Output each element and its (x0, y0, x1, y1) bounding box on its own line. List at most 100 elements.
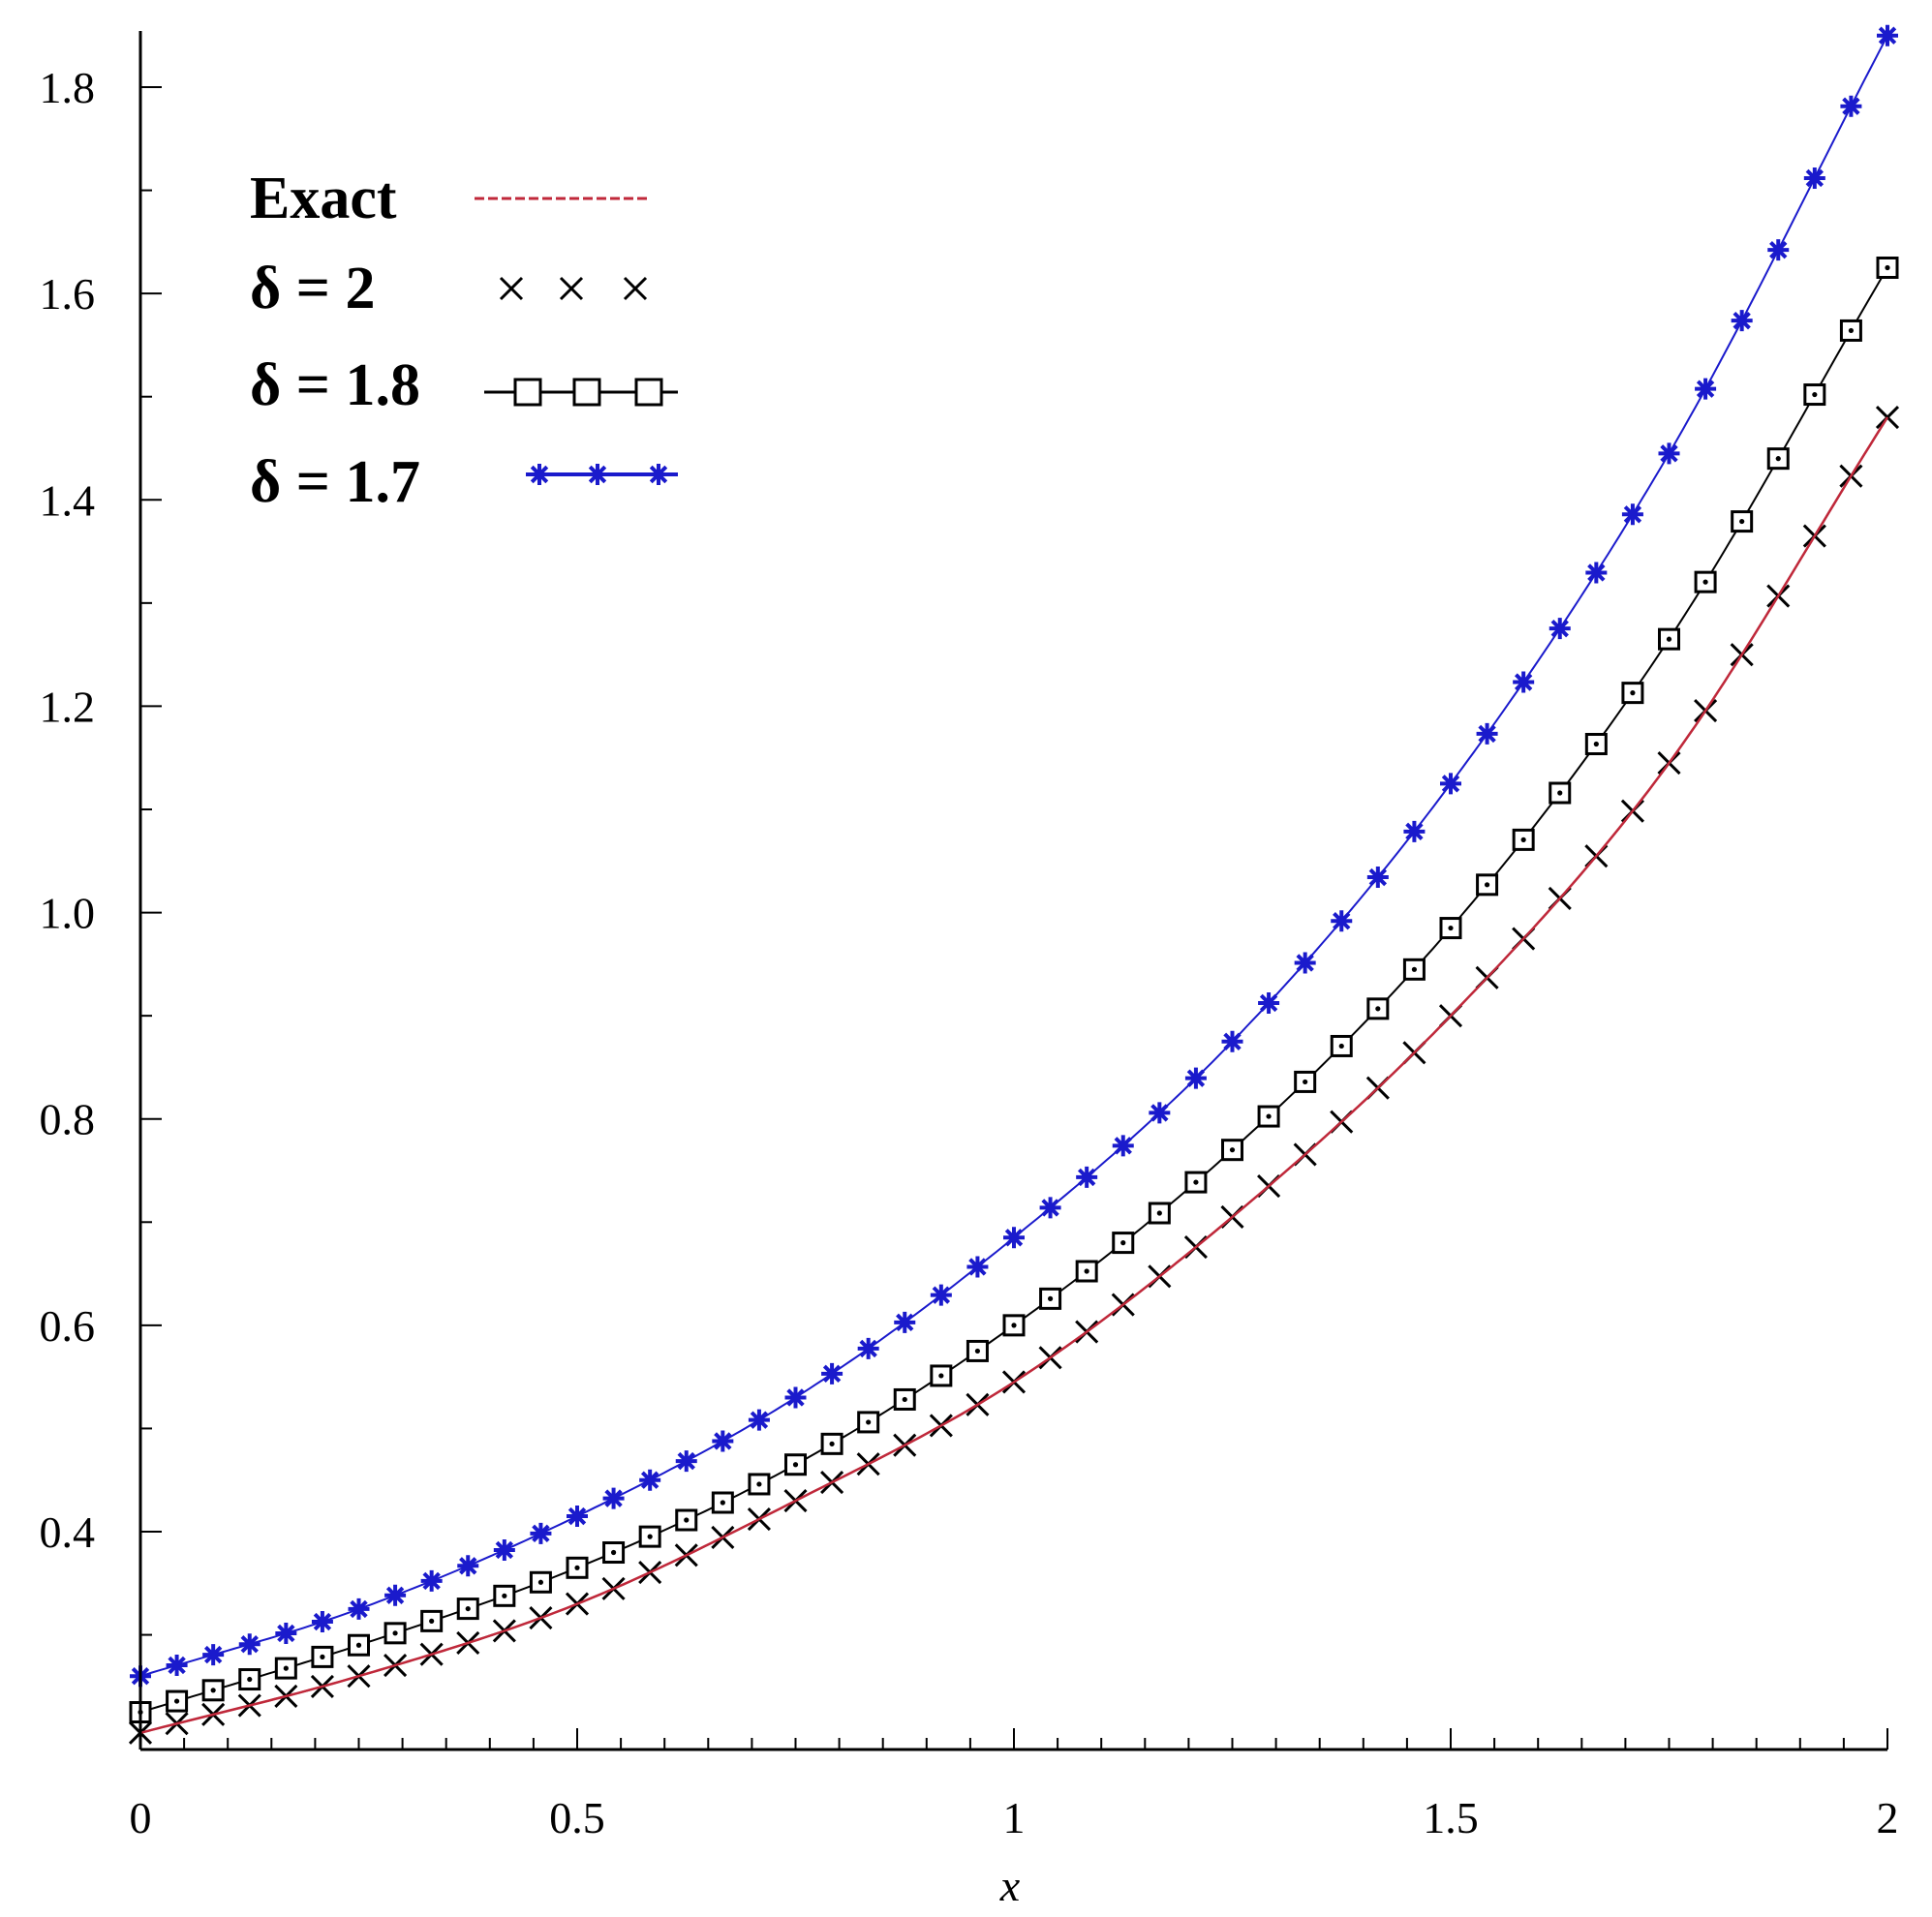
point-delta-1-8-10-dot (502, 1593, 507, 1598)
legend-marker-delta-2-0 (499, 276, 524, 301)
point-delta-1-8-41-dot (1630, 690, 1636, 696)
point-delta-1-8-34 (1366, 997, 1390, 1020)
point-delta-1-8-37-dot (1484, 882, 1490, 888)
x-axis-label: x (999, 1861, 1021, 1910)
point-delta-1-7-14 (639, 1469, 661, 1491)
series-delta-2-line (139, 416, 1888, 1734)
point-delta-1-8-45 (1766, 447, 1790, 471)
point-delta-1-8-20-dot (866, 1419, 872, 1425)
point-delta-1-7-8 (420, 1569, 443, 1592)
point-delta-1-8-35-dot (1411, 966, 1418, 972)
point-delta-1-8-9-dot (465, 1605, 471, 1612)
point-delta-1-8-46-dot (1812, 391, 1818, 398)
legend-sample-delta-2 (499, 276, 648, 301)
point-delta-1-7-34 (1366, 867, 1389, 889)
point-delta-1-8-38-dot (1520, 837, 1526, 842)
point-delta-1-8-1-dot (173, 1698, 180, 1704)
point-delta-1-8-4-dot (283, 1665, 289, 1671)
x-tick-label-2: 1 (1003, 1793, 1026, 1842)
point-delta-1-8-43-dot (1702, 579, 1708, 585)
series-delta-1-7-line (139, 35, 1888, 1678)
point-delta-1-7-7 (384, 1584, 407, 1606)
point-delta-1-7-31 (1258, 991, 1280, 1014)
point-delta-1-8-18 (784, 1453, 807, 1476)
point-delta-1-8-21 (893, 1387, 916, 1411)
y-tick-label-2: 0.8 (40, 1095, 96, 1144)
point-delta-1-8-14 (638, 1525, 661, 1548)
point-delta-1-8-12 (566, 1556, 589, 1579)
point-delta-1-8-30 (1221, 1139, 1243, 1162)
point-delta-1-8-24 (1002, 1314, 1026, 1337)
point-delta-1-7-26 (1076, 1166, 1098, 1188)
point-delta-1-8-13 (602, 1541, 626, 1565)
point-delta-1-8-8-dot (429, 1618, 435, 1624)
series-exact-line (139, 416, 1889, 1735)
point-delta-1-7-41 (1621, 503, 1643, 526)
point-delta-1-8-2-dot (210, 1688, 216, 1693)
x-tick-label-1: 0.5 (549, 1793, 605, 1842)
point-delta-1-8-12-dot (574, 1565, 580, 1570)
x-tick-label-3: 1.5 (1423, 1793, 1479, 1842)
series-delta-1-8 (129, 257, 1899, 1723)
point-delta-1-8-48-dot (1885, 264, 1890, 271)
point-delta-1-7-16 (712, 1430, 734, 1452)
point-delta-1-8-23 (966, 1339, 989, 1362)
y-tick-label-4: 1.2 (40, 682, 96, 731)
point-delta-1-7-46 (1803, 167, 1825, 189)
point-delta-1-8-42-dot (1666, 636, 1672, 642)
point-delta-1-7-17 (748, 1409, 770, 1431)
y-tick-label-3: 1.0 (40, 889, 96, 938)
point-delta-1-8-6-dot (355, 1642, 362, 1648)
point-delta-1-7-10 (493, 1538, 515, 1561)
point-delta-1-8-48 (1876, 257, 1899, 279)
axes: 0 0.5 1 1.5 2 0.4 0.6 0.8 1.0 1.2 1.4 1.6 1.8 x (40, 31, 1899, 1910)
point-delta-1-7-48 (1877, 24, 1898, 46)
point-delta-1-7-29 (1184, 1067, 1207, 1089)
point-delta-1-8-25-dot (1047, 1295, 1054, 1301)
point-delta-1-8-32-dot (1303, 1079, 1308, 1085)
x-tick-label-0: 0 (130, 1793, 152, 1842)
legend-label-exact: Exact (250, 166, 397, 231)
legend-marker-delta-1-8-2 (634, 378, 663, 407)
point-delta-1-8-44-dot (1739, 518, 1745, 525)
point-delta-1-8-19-dot (829, 1441, 835, 1446)
point-delta-1-8-33 (1330, 1034, 1353, 1057)
point-delta-1-7-40 (1585, 562, 1608, 584)
point-delta-1-7-24 (1003, 1227, 1025, 1249)
y-tick-label-6: 1.6 (40, 269, 96, 319)
point-delta-1-7-25 (1039, 1197, 1061, 1219)
y-tick-label-1: 0.6 (40, 1301, 96, 1351)
legend-marker-delta-2-1 (559, 276, 584, 301)
point-delta-1-8-44 (1731, 510, 1754, 533)
point-delta-1-7-19 (821, 1362, 843, 1384)
point-delta-1-8-20 (857, 1411, 880, 1434)
point-delta-1-7-21 (894, 1311, 916, 1333)
point-delta-1-8-23-dot (974, 1348, 981, 1354)
legend-marker-delta-1-8-1 (572, 378, 601, 407)
point-delta-1-8-36-dot (1448, 925, 1454, 931)
point-delta-1-8-7 (383, 1622, 407, 1645)
point-delta-1-7-30 (1221, 1030, 1243, 1052)
point-delta-1-7-3 (238, 1633, 261, 1656)
point-delta-1-7-33 (1331, 910, 1353, 932)
point-delta-1-8-15-dot (684, 1517, 690, 1523)
point-delta-1-7-37 (1476, 722, 1498, 745)
series-delta-2 (128, 405, 1900, 1745)
point-delta-1-7-6 (348, 1598, 370, 1620)
point-delta-1-8-3-dot (247, 1676, 253, 1683)
point-delta-1-7-42 (1658, 442, 1680, 465)
point-delta-1-7-44 (1731, 310, 1753, 332)
point-delta-1-7-18 (784, 1386, 807, 1409)
point-delta-1-8-47-dot (1848, 327, 1855, 334)
point-delta-1-8-3 (238, 1668, 261, 1691)
point-delta-1-7-5 (311, 1611, 333, 1633)
point-delta-1-8-13-dot (610, 1549, 617, 1556)
point-delta-1-8-24-dot (1011, 1323, 1017, 1328)
legend: Exact δ = 2 δ = 1.8 δ = 1.7 (250, 166, 678, 515)
point-delta-1-8-39 (1549, 781, 1572, 805)
legend-label-delta-1-7: δ = 1.7 (250, 449, 420, 515)
point-delta-1-8-32 (1294, 1070, 1317, 1093)
point-delta-1-7-39 (1549, 618, 1571, 640)
point-delta-1-8-7-dot (392, 1630, 398, 1636)
y-tick-label-5: 1.4 (40, 475, 96, 525)
